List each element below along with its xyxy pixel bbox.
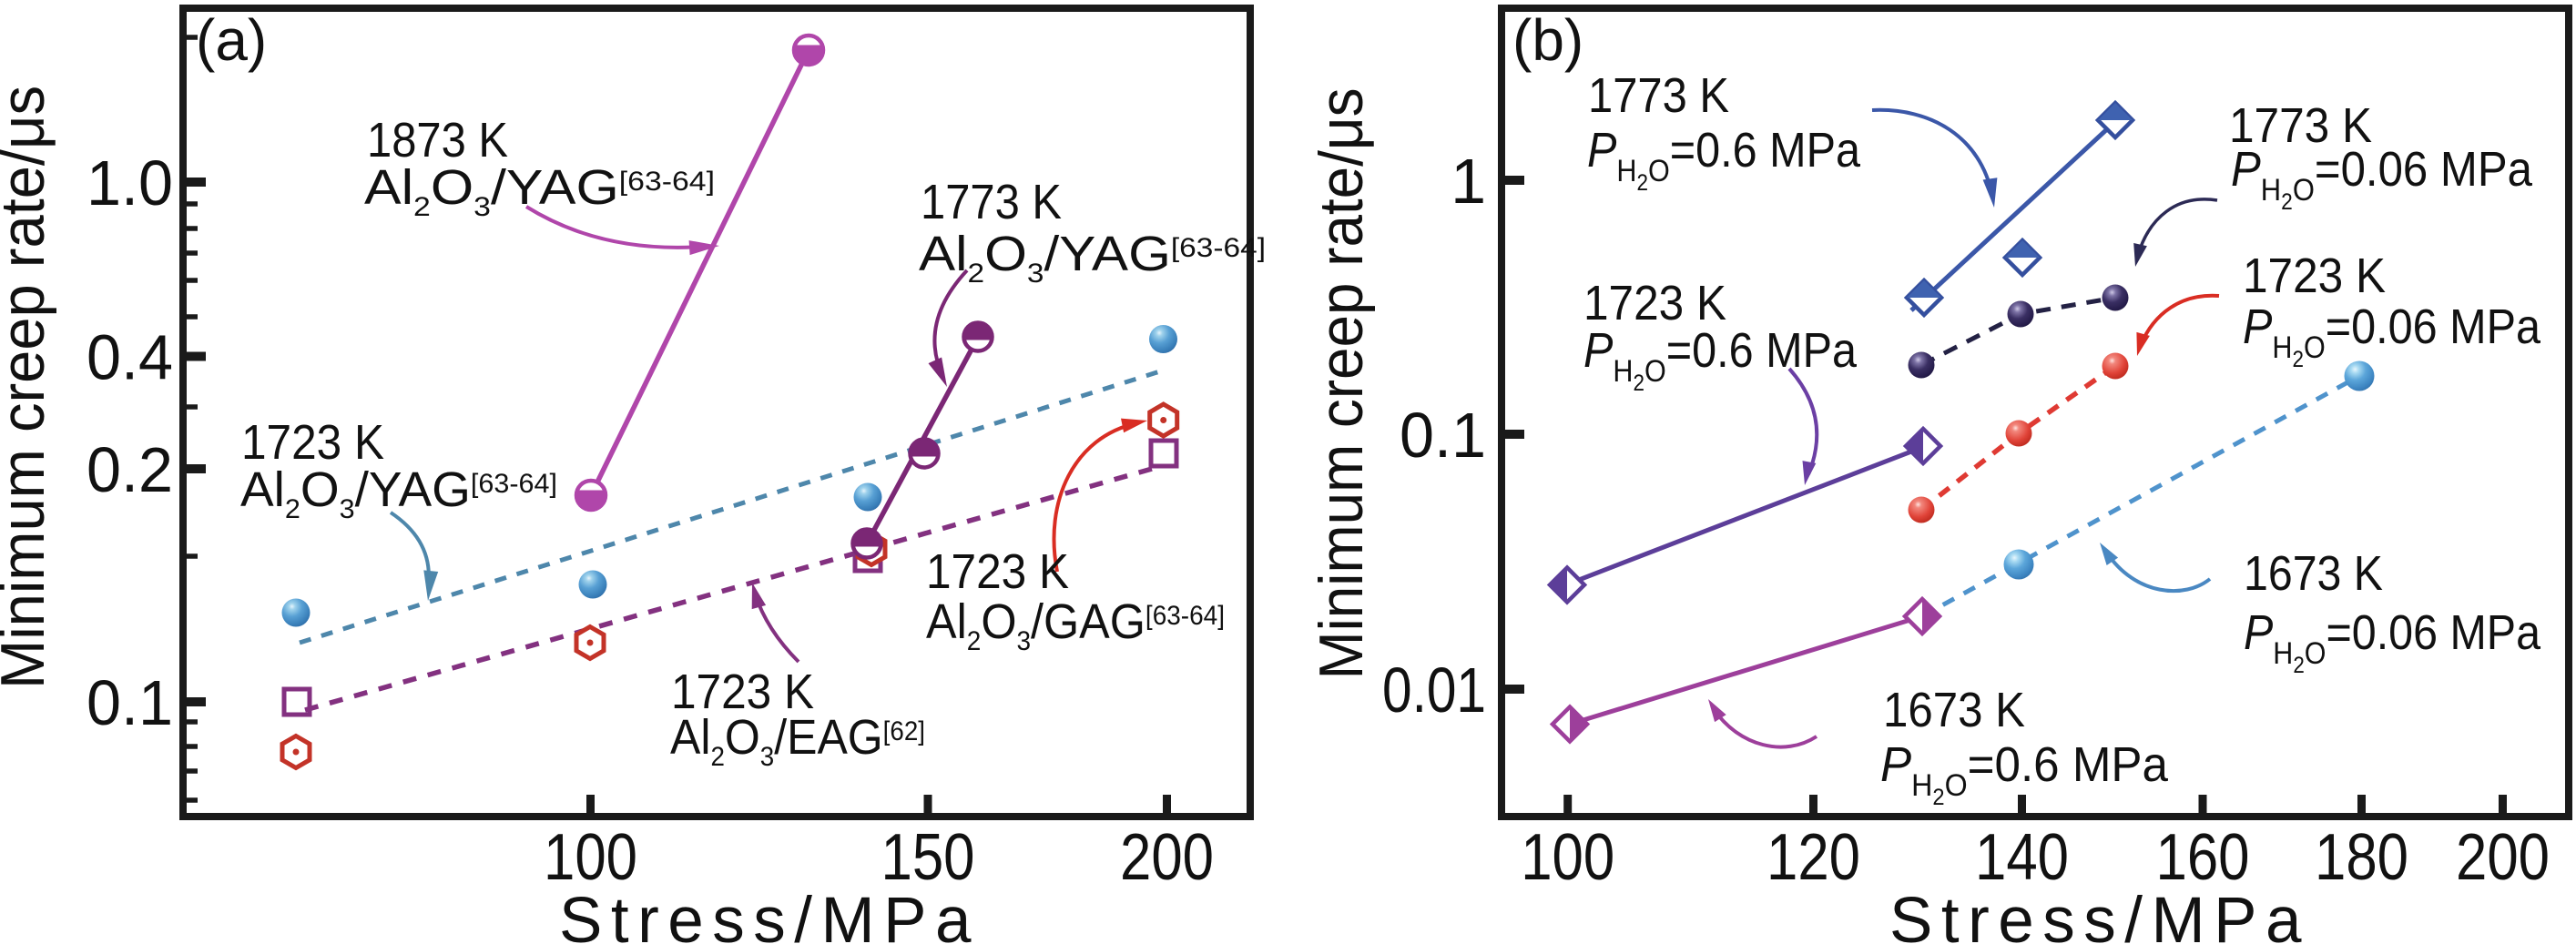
- svg-text:0.1: 0.1: [87, 667, 173, 738]
- svg-text:Minimum creep rate/μs: Minimum creep rate/μs: [1307, 88, 1376, 680]
- svg-text:100: 100: [1521, 821, 1614, 894]
- svg-text:1773 K: 1773 K: [1588, 68, 1729, 123]
- svg-text:200: 200: [1120, 821, 1214, 894]
- svg-text:1673 K: 1673 K: [2244, 546, 2383, 601]
- svg-text:0.4: 0.4: [87, 322, 173, 393]
- svg-text:1773 K: 1773 K: [2229, 98, 2372, 153]
- svg-text:1673 K: 1673 K: [1883, 683, 2025, 737]
- svg-text:(a): (a): [196, 7, 267, 73]
- svg-text:1723 K: 1723 K: [2243, 249, 2386, 303]
- svg-text:1723 K: 1723 K: [926, 544, 1069, 599]
- svg-text:1723 K: 1723 K: [1583, 276, 1726, 330]
- svg-text:PH2O=0.6 MPa: PH2O=0.6 MPa: [1583, 323, 1858, 396]
- svg-text:1.0: 1.0: [87, 147, 173, 218]
- svg-text:Stress/MPa: Stress/MPa: [559, 885, 980, 944]
- svg-text:0.01: 0.01: [1382, 655, 1486, 726]
- svg-text:180: 180: [2315, 821, 2408, 894]
- svg-text:100: 100: [544, 821, 637, 894]
- svg-text:160: 160: [2156, 821, 2250, 894]
- svg-text:Stress/MPa: Stress/MPa: [1889, 885, 2310, 944]
- svg-text:PH2O=0.06 MPa: PH2O=0.06 MPa: [2244, 605, 2541, 678]
- svg-text:0.2: 0.2: [87, 434, 173, 505]
- svg-text:PH2O=0.06 MPa: PH2O=0.06 MPa: [2231, 142, 2533, 215]
- svg-text:PH2O=0.06 MPa: PH2O=0.06 MPa: [2243, 299, 2541, 372]
- svg-text:1723 K: 1723 K: [241, 415, 384, 470]
- svg-text:150: 150: [881, 821, 975, 894]
- svg-text:1: 1: [1451, 146, 1486, 217]
- svg-text:0.1: 0.1: [1400, 400, 1486, 471]
- svg-text:120: 120: [1767, 821, 1860, 894]
- svg-text:140: 140: [1975, 821, 2069, 894]
- svg-text:PH2O=0.6 MPa: PH2O=0.6 MPa: [1587, 123, 1861, 196]
- svg-text:1723 K: 1723 K: [671, 665, 814, 719]
- svg-text:PH2O=0.6 MPa: PH2O=0.6 MPa: [1880, 737, 2169, 810]
- svg-text:1873 K: 1873 K: [367, 113, 508, 167]
- svg-text:(b): (b): [1512, 7, 1583, 73]
- svg-text:200: 200: [2456, 821, 2550, 894]
- svg-text:Minimum creep rate/μs: Minimum creep rate/μs: [0, 86, 57, 689]
- svg-text:1773 K: 1773 K: [921, 175, 1062, 229]
